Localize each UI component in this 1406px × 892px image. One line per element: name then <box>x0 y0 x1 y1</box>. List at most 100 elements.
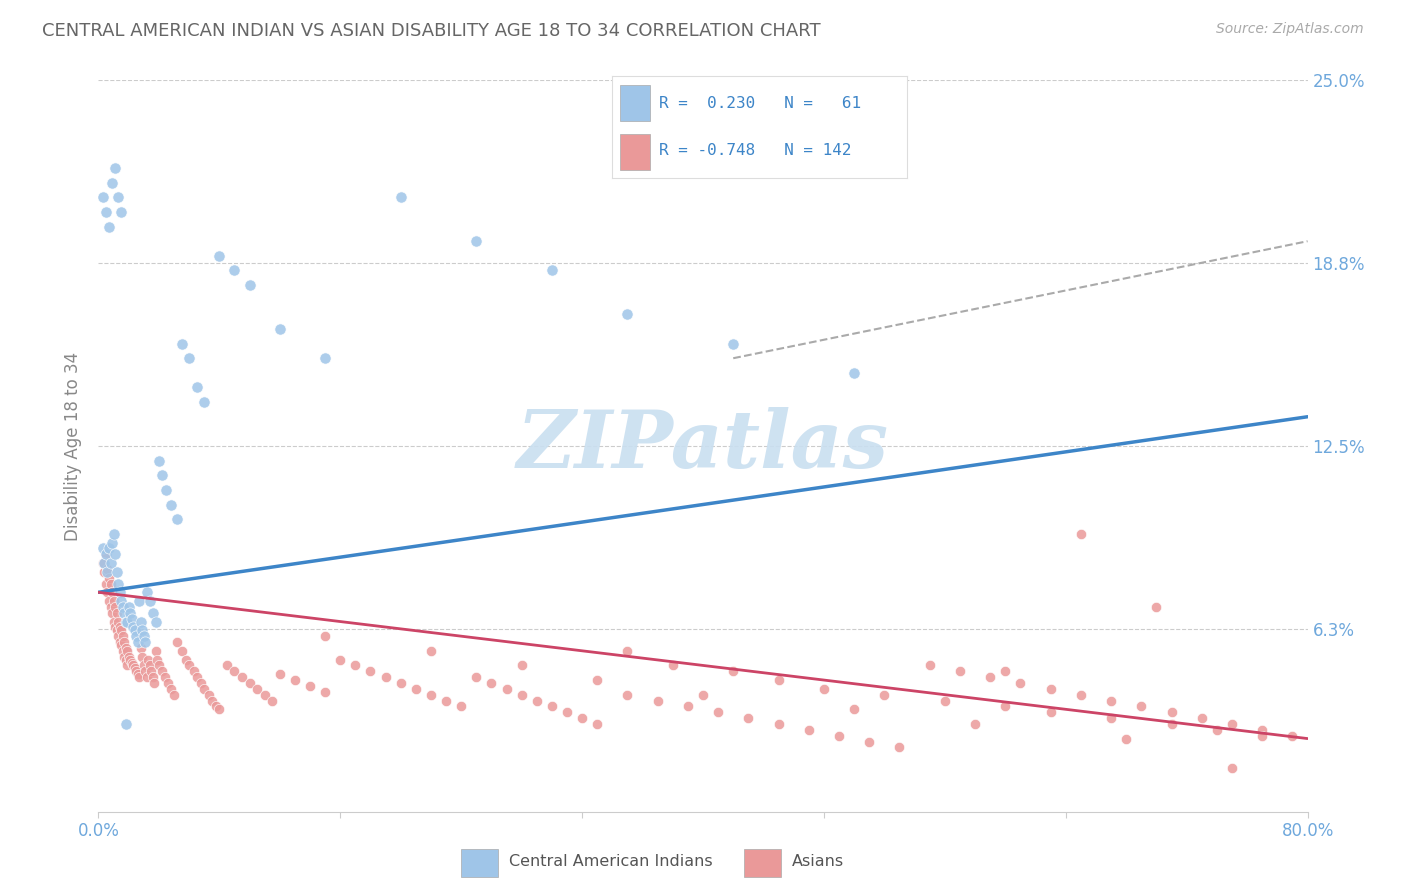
Point <box>160 681 183 696</box>
Point <box>994 699 1017 714</box>
Point <box>143 676 166 690</box>
Point <box>108 585 131 599</box>
Point <box>1251 723 1274 737</box>
Point <box>100 599 122 614</box>
Point <box>107 576 129 591</box>
Point <box>844 702 866 716</box>
Point <box>481 676 503 690</box>
Point <box>918 658 941 673</box>
Point <box>128 594 150 608</box>
Point <box>108 620 131 634</box>
Point <box>98 219 121 234</box>
Point <box>101 176 124 190</box>
Point <box>465 670 488 684</box>
Point <box>125 629 148 643</box>
Point <box>124 661 146 675</box>
Point <box>110 638 132 652</box>
Point <box>111 599 134 614</box>
Point <box>197 688 219 702</box>
Point <box>94 547 117 561</box>
Point <box>104 161 127 175</box>
Text: R =  0.230   N =   61: R = 0.230 N = 61 <box>659 96 860 111</box>
Point <box>174 652 197 666</box>
Point <box>510 688 533 702</box>
Point <box>647 693 669 707</box>
Point <box>692 688 714 702</box>
Point <box>131 649 153 664</box>
Point <box>115 615 138 629</box>
Point <box>93 565 115 579</box>
Point <box>1191 711 1213 725</box>
Point <box>813 681 835 696</box>
Point <box>215 658 238 673</box>
Point <box>186 380 208 394</box>
Text: Central American Indians: Central American Indians <box>509 855 713 869</box>
Point <box>121 656 143 670</box>
Point <box>224 263 246 277</box>
Point <box>125 665 148 679</box>
Point <box>344 658 367 673</box>
Point <box>1220 761 1243 775</box>
Point <box>405 681 427 696</box>
Point <box>420 688 443 702</box>
Point <box>269 667 291 681</box>
Point <box>526 693 548 707</box>
Point <box>1010 676 1032 690</box>
Point <box>586 673 609 687</box>
Point <box>94 205 117 219</box>
Point <box>110 624 132 638</box>
Point <box>768 673 790 687</box>
Point <box>96 585 118 599</box>
Point <box>148 658 170 673</box>
Point <box>139 658 162 673</box>
Point <box>94 547 117 561</box>
Point <box>1144 599 1167 614</box>
Point <box>166 512 188 526</box>
Point <box>134 635 156 649</box>
Point <box>114 615 136 629</box>
Point <box>934 693 956 707</box>
Point <box>114 640 136 655</box>
Point <box>208 702 231 716</box>
Point <box>844 366 866 380</box>
Point <box>450 699 472 714</box>
Point <box>101 606 124 620</box>
Point <box>118 649 141 664</box>
Point <box>314 685 336 699</box>
Point <box>858 734 880 748</box>
Point <box>253 688 276 702</box>
Point <box>1220 717 1243 731</box>
Point <box>114 652 136 666</box>
Y-axis label: Disability Age 18 to 34: Disability Age 18 to 34 <box>65 351 83 541</box>
Point <box>155 483 177 497</box>
Point <box>205 699 228 714</box>
Point <box>111 629 134 643</box>
Point <box>208 249 231 263</box>
Point <box>246 681 269 696</box>
Point <box>98 541 121 556</box>
Point <box>103 594 125 608</box>
Point <box>148 453 170 467</box>
Point <box>179 351 201 366</box>
Point <box>510 658 533 673</box>
Point <box>183 665 205 679</box>
Point <box>586 717 609 731</box>
Point <box>1160 717 1182 731</box>
Point <box>737 711 759 725</box>
Point <box>91 556 114 570</box>
Point <box>231 670 253 684</box>
Point <box>136 652 159 666</box>
Point <box>91 541 114 556</box>
Point <box>873 688 896 702</box>
Point <box>1039 681 1062 696</box>
Point <box>768 717 790 731</box>
Point <box>96 562 118 576</box>
FancyBboxPatch shape <box>620 135 650 170</box>
Point <box>110 594 132 608</box>
Point <box>124 624 146 638</box>
Point <box>96 565 118 579</box>
Point <box>104 599 127 614</box>
Point <box>145 615 167 629</box>
Point <box>110 205 132 219</box>
Point <box>616 644 638 658</box>
